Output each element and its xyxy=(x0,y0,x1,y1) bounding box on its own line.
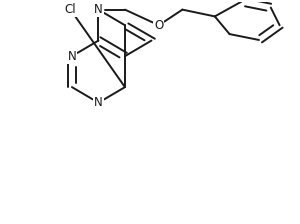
Text: O: O xyxy=(154,19,164,32)
Text: Cl: Cl xyxy=(65,3,76,16)
Text: N: N xyxy=(94,96,103,109)
Text: N: N xyxy=(68,50,76,63)
Text: N: N xyxy=(94,3,103,16)
